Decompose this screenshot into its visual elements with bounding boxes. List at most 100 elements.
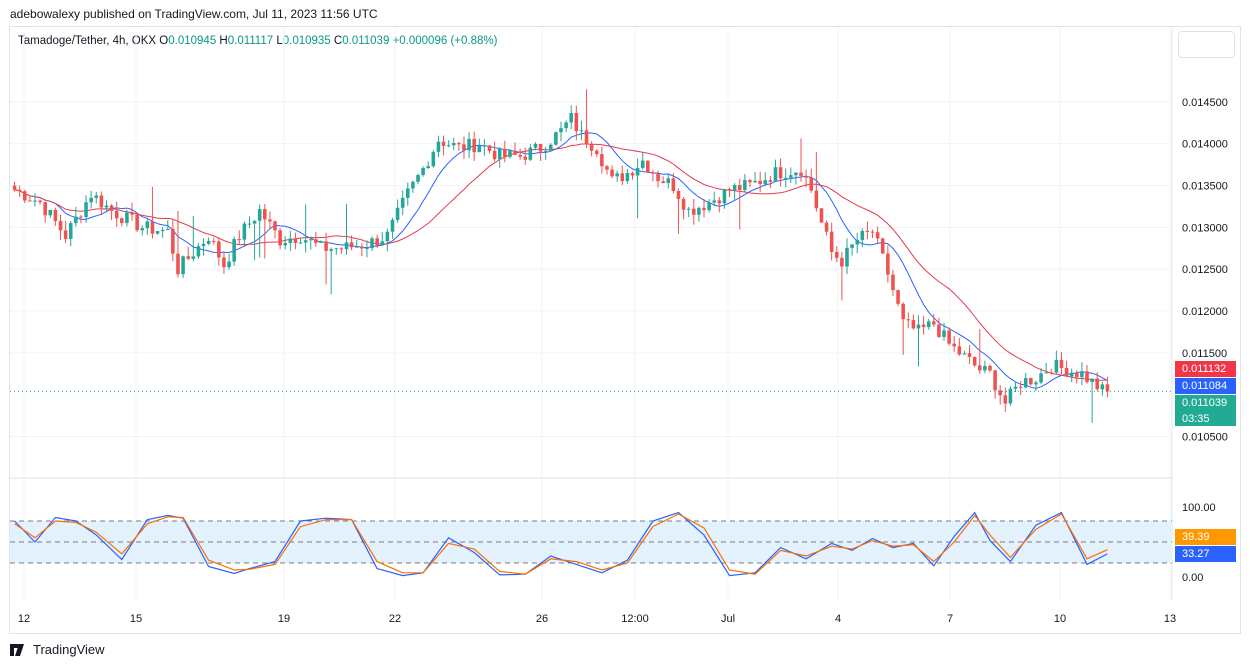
candle-body: [63, 230, 68, 239]
candle-body: [676, 190, 681, 199]
candle-body: [543, 150, 548, 152]
candle-body: [1029, 378, 1033, 385]
candle-body: [1080, 371, 1084, 378]
candle-body: [1013, 386, 1018, 389]
candle-body: [651, 172, 655, 174]
candle-body: [952, 343, 957, 347]
candle-body: [1075, 372, 1079, 378]
candle-body: [1008, 388, 1013, 404]
candle-body: [451, 142, 456, 146]
candle-body: [416, 175, 420, 182]
candle-body: [298, 242, 303, 244]
candle-body: [370, 238, 374, 249]
candle-body: [120, 218, 124, 223]
candle-body: [513, 150, 517, 155]
candle-body: [503, 148, 507, 157]
candle-body: [625, 173, 630, 182]
candle-body: [497, 148, 502, 160]
candle-body: [206, 240, 211, 244]
footer-brand[interactable]: TradingView: [10, 642, 105, 657]
candle-body: [1085, 371, 1089, 382]
candle-body: [799, 172, 803, 176]
candle-body: [834, 252, 839, 258]
candle-body: [921, 324, 926, 328]
candle-body: [482, 145, 487, 147]
candle-body: [983, 365, 987, 371]
candle-body: [523, 156, 528, 160]
candle-body: [28, 200, 32, 202]
candle-body: [845, 247, 849, 267]
candle-body: [763, 180, 768, 184]
candle-body: [462, 144, 466, 151]
close-value: 0.011039: [342, 35, 390, 47]
candle-body: [380, 241, 385, 246]
candle-body: [886, 253, 890, 275]
candle-body: [773, 167, 778, 182]
candle-body: [22, 191, 27, 201]
candle-body: [620, 173, 625, 182]
candle-body: [732, 185, 737, 191]
candle-body: [339, 248, 344, 250]
candle-body: [217, 241, 221, 258]
candle-body: [196, 246, 201, 257]
candle-body: [896, 290, 900, 304]
candle-body: [600, 154, 604, 167]
candle-body: [993, 370, 997, 391]
time-tick-label: Jul: [721, 613, 735, 625]
candle-body: [661, 181, 665, 184]
candle-body: [222, 257, 226, 268]
candle-body: [712, 200, 716, 203]
candle-body: [518, 154, 522, 157]
candle-body: [901, 303, 905, 320]
candle-body: [1039, 373, 1043, 383]
stoch-tick-label: 0.00: [1182, 572, 1203, 584]
low-value: 0.010935: [282, 35, 331, 47]
candle-body: [390, 219, 395, 232]
candle-body: [329, 249, 333, 251]
candle-body: [160, 229, 165, 232]
candle-body: [467, 138, 471, 151]
candle-body: [155, 231, 160, 234]
candle-body: [850, 244, 854, 248]
candle-body: [809, 177, 814, 191]
candle-body: [594, 150, 599, 155]
candle-body: [487, 145, 492, 151]
candle-body: [783, 177, 788, 179]
candle-body: [789, 175, 793, 178]
candle-body: [288, 238, 293, 244]
symbol-title[interactable]: Tamadoge/Tether, 4h, OKX: [18, 35, 157, 47]
candle-body: [794, 172, 798, 176]
candle-body: [492, 150, 497, 160]
candle-body: [957, 346, 962, 355]
candle-body: [201, 243, 206, 247]
symbol-legend: Tamadoge/Tether, 4h, OKX O0.010945 H0.01…: [18, 35, 497, 47]
candle-body: [130, 212, 134, 215]
candle-body: [257, 209, 262, 221]
candle-body: [962, 353, 967, 355]
chart-settings-button[interactable]: [1178, 31, 1235, 58]
candle-body: [972, 356, 977, 366]
candles: [12, 89, 1110, 423]
time-tick-label: 13: [1164, 613, 1176, 625]
candle-body: [426, 166, 431, 168]
candle-body: [967, 353, 972, 357]
candle-body: [768, 180, 773, 182]
candle-body: [875, 232, 880, 239]
price-tick-label: 0.013000: [1182, 222, 1228, 234]
candle-body: [814, 190, 819, 209]
candle-body: [998, 390, 1002, 396]
candle-body: [431, 151, 436, 167]
candle-body: [354, 246, 359, 248]
candle-body: [89, 197, 93, 203]
candle-body: [605, 166, 609, 170]
candle-body: [610, 169, 614, 177]
candle-body: [538, 143, 543, 152]
time-tick-label: 19: [278, 613, 290, 625]
brand-name: TradingView: [33, 642, 105, 657]
candle-body: [344, 242, 349, 250]
candle-body: [446, 145, 451, 147]
candle-body: [334, 248, 339, 250]
candle-body: [932, 321, 936, 325]
price-tick-label: 0.012000: [1182, 306, 1228, 318]
